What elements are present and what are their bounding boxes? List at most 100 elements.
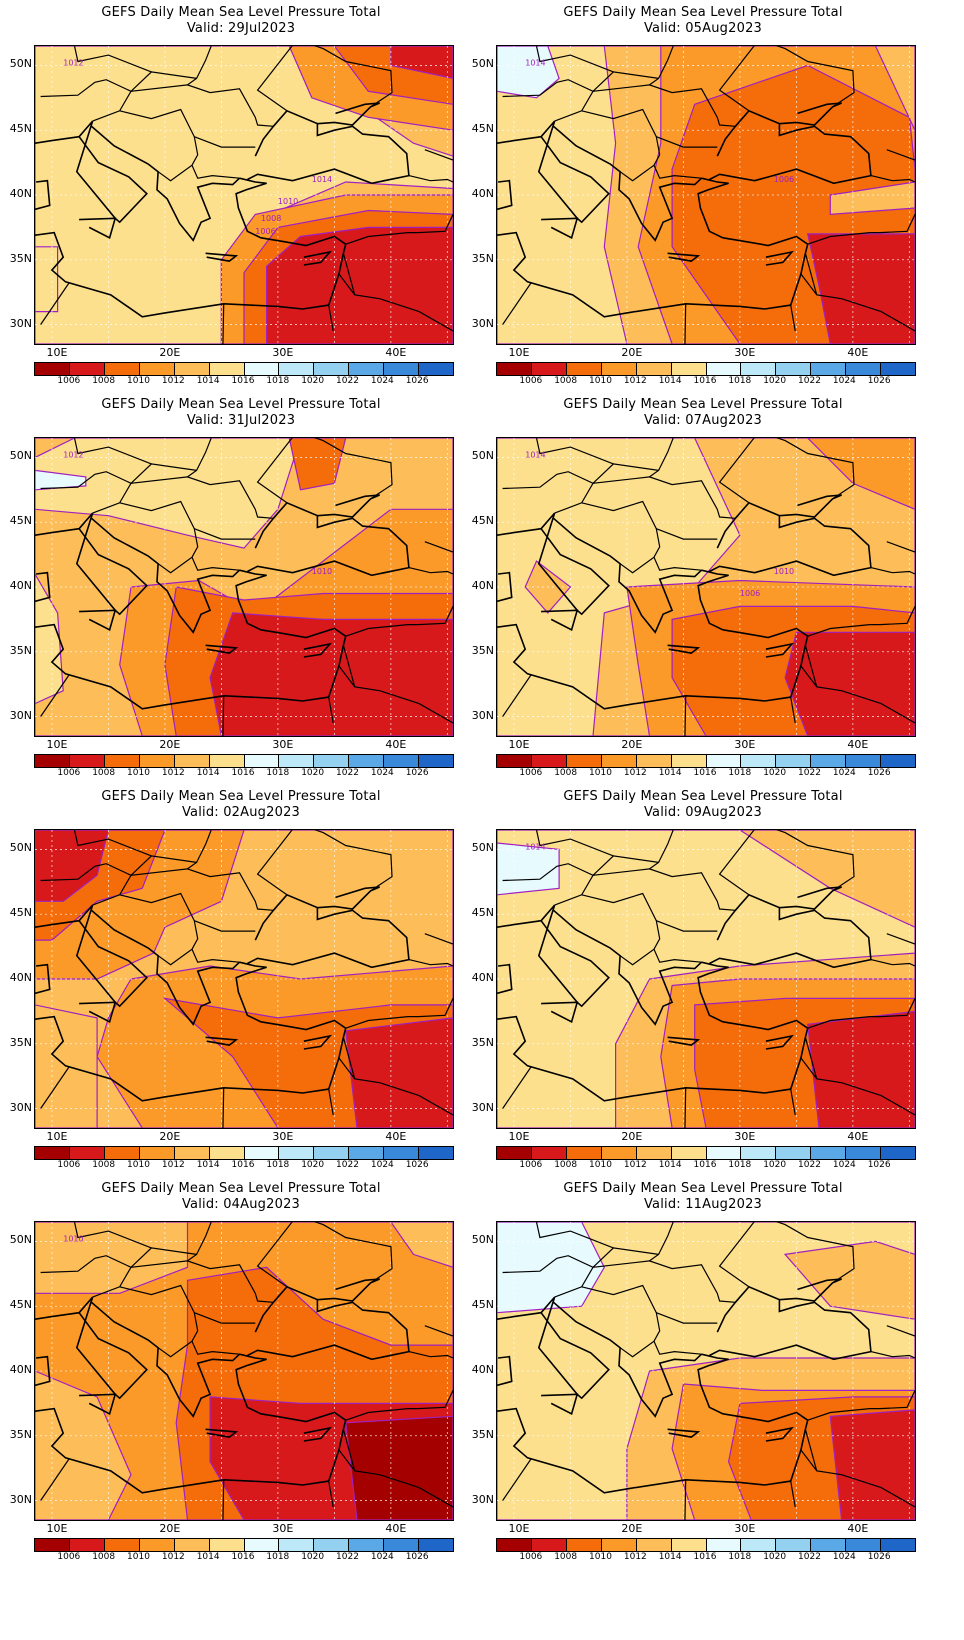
contour-label: 1008 (261, 214, 281, 223)
colorbar-swatch (601, 363, 637, 375)
country-border (581, 108, 661, 182)
panel-title: GEFS Daily Mean Sea Level Pressure Total (563, 397, 843, 412)
country-border (222, 695, 225, 736)
colorbar-label: 1008 (554, 1160, 578, 1170)
country-border (870, 567, 915, 575)
colorbar-label: 1022 (336, 376, 359, 386)
country-border (502, 282, 532, 325)
country-border (656, 528, 718, 540)
lat-tick-label: 40N (471, 579, 494, 592)
colorbar-swatch (706, 1539, 742, 1551)
pressure-map: 1014 1010 1006 (496, 437, 916, 737)
country-border (807, 1390, 915, 1421)
coastline (779, 1278, 842, 1302)
colorbar-label: 1006 (519, 376, 543, 386)
lat-tick-label: 45N (471, 1298, 494, 1312)
lat-tick-label: 45N (9, 1298, 32, 1312)
coastline (205, 644, 239, 654)
colorbar-label: 1014 (658, 376, 682, 386)
colorbar-label: 1008 (92, 376, 116, 386)
panel-valid-date: Valid: 05Aug2023 (643, 21, 763, 36)
colorbar-swatch (601, 1147, 637, 1159)
coastline (697, 961, 809, 1031)
lon-tick-label: 20E (621, 346, 643, 359)
country-border (886, 149, 915, 161)
coastline (541, 609, 579, 631)
colorbar-label: 1022 (336, 1552, 359, 1562)
colorbar-label: 1014 (658, 1552, 682, 1562)
colorbar-swatch (636, 755, 672, 767)
country-border (187, 46, 212, 86)
pressure-region (345, 1017, 453, 1128)
colorbar-swatch (419, 755, 454, 767)
country-border (800, 273, 818, 296)
country-border (40, 1066, 70, 1109)
country-border (502, 674, 532, 717)
country-border (807, 998, 915, 1029)
coastline (90, 909, 241, 1026)
lon-tick-label: 10E (46, 1130, 68, 1143)
country-border (502, 855, 659, 882)
colorbar-swatch (279, 755, 315, 767)
coastline (79, 217, 117, 239)
lon-tick-label: 30E (734, 346, 756, 359)
coastline (779, 886, 842, 910)
contour-label: 1010 (63, 1234, 83, 1243)
lon-tick-label: 30E (734, 1130, 756, 1143)
colorbar-label: 1012 (623, 376, 647, 386)
lon-tick-label: 10E (508, 1130, 530, 1143)
colorbar-label: 1010 (127, 768, 150, 778)
coastline (235, 177, 347, 247)
country-border (342, 1037, 453, 1116)
colorbar-swatch (601, 755, 637, 767)
colorbar-label: 1012 (161, 1552, 185, 1562)
colorbar-label: 1018 (266, 1160, 290, 1170)
country-border (119, 1284, 199, 1358)
coastline (247, 501, 410, 577)
country-border (408, 567, 453, 575)
lon-tick-label: 20E (621, 738, 643, 751)
lon-tick-label: 40E (847, 346, 869, 359)
country-border (581, 892, 661, 966)
pressure-map-svg: 1010 (35, 1222, 453, 1520)
country-border (73, 438, 152, 465)
lon-tick-label: 40E (385, 346, 407, 359)
country-border (256, 830, 393, 896)
lon-tick-label: 40E (847, 738, 869, 751)
colorbar-swatch (671, 1147, 707, 1159)
colorbar-swatch (314, 363, 350, 375)
colorbar-swatch (35, 755, 70, 767)
coastline (317, 886, 380, 910)
country-border (194, 528, 256, 540)
colorbar-swatch (69, 363, 105, 375)
country-border (345, 606, 453, 637)
country-border (800, 1057, 818, 1080)
country-border (502, 463, 659, 490)
colorbar-swatch (279, 1539, 315, 1551)
colorbar-label: 1006 (57, 1552, 81, 1562)
contour-label: 1006 (740, 589, 760, 598)
pressure-map-svg: 1012 1014 1010 1008 1006 (35, 46, 453, 344)
lat-tick-label: 30N (9, 708, 32, 722)
coastline (667, 1036, 701, 1046)
pressure-map-svg: 1014 1010 1006 (497, 438, 915, 736)
coastline (35, 179, 51, 211)
pressure-map-svg: 1014 1006 (497, 46, 915, 344)
colorbar-label: 1018 (266, 376, 290, 386)
map-panel: GEFS Daily Mean Sea Level Pressure Total… (462, 0, 944, 410)
colorbar-swatch (419, 1539, 454, 1551)
country-border (191, 164, 240, 179)
lon-tick-label: 10E (46, 738, 68, 751)
country-border (424, 149, 453, 161)
colorbar-swatch (741, 363, 777, 375)
lat-tick-label: 35N (9, 643, 32, 657)
colorbar-label: 1024 (832, 376, 856, 386)
colorbar-label: 1022 (798, 1552, 821, 1562)
lat-tick-label: 45N (9, 906, 32, 920)
panel-title: GEFS Daily Mean Sea Level Pressure Total (101, 789, 381, 804)
country-border (790, 1088, 796, 1116)
contour-label: 1010 (312, 567, 332, 576)
pressure-region (35, 1370, 132, 1520)
panel-valid-date: Valid: 31Jul2023 (186, 413, 296, 428)
colorbar-label: 1018 (266, 1552, 290, 1562)
